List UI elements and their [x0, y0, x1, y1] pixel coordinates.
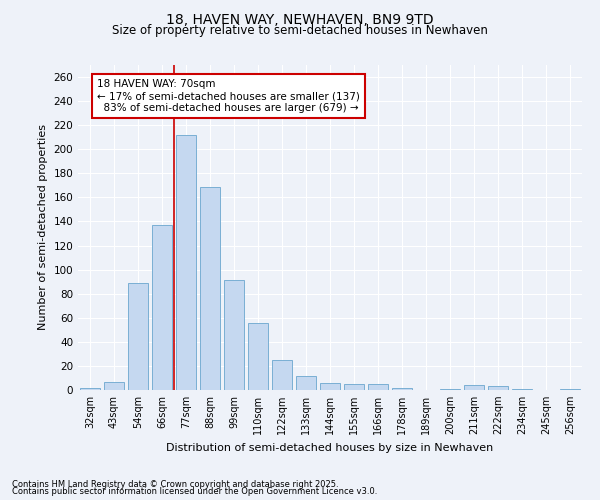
Bar — [104, 382, 124, 390]
Bar — [248, 322, 268, 390]
Bar — [152, 225, 172, 390]
Text: 18, HAVEN WAY, NEWHAVEN, BN9 9TD: 18, HAVEN WAY, NEWHAVEN, BN9 9TD — [166, 12, 434, 26]
Text: Contains HM Land Registry data © Crown copyright and database right 2025.: Contains HM Land Registry data © Crown c… — [12, 480, 338, 489]
Bar — [320, 383, 340, 390]
Bar — [80, 388, 100, 390]
Bar — [512, 389, 532, 390]
Bar — [296, 376, 316, 390]
Text: 18 HAVEN WAY: 70sqm
← 17% of semi-detached houses are smaller (137)
  83% of sem: 18 HAVEN WAY: 70sqm ← 17% of semi-detach… — [97, 80, 360, 112]
Bar — [344, 384, 364, 390]
Bar — [464, 385, 484, 390]
Bar — [176, 135, 196, 390]
Text: Contains public sector information licensed under the Open Government Licence v3: Contains public sector information licen… — [12, 487, 377, 496]
Bar — [272, 360, 292, 390]
Bar — [200, 186, 220, 390]
X-axis label: Distribution of semi-detached houses by size in Newhaven: Distribution of semi-detached houses by … — [166, 442, 494, 452]
Bar — [560, 389, 580, 390]
Y-axis label: Number of semi-detached properties: Number of semi-detached properties — [38, 124, 48, 330]
Bar — [488, 386, 508, 390]
Bar — [224, 280, 244, 390]
Bar — [368, 384, 388, 390]
Text: Size of property relative to semi-detached houses in Newhaven: Size of property relative to semi-detach… — [112, 24, 488, 37]
Bar — [128, 283, 148, 390]
Bar — [392, 388, 412, 390]
Bar — [440, 389, 460, 390]
